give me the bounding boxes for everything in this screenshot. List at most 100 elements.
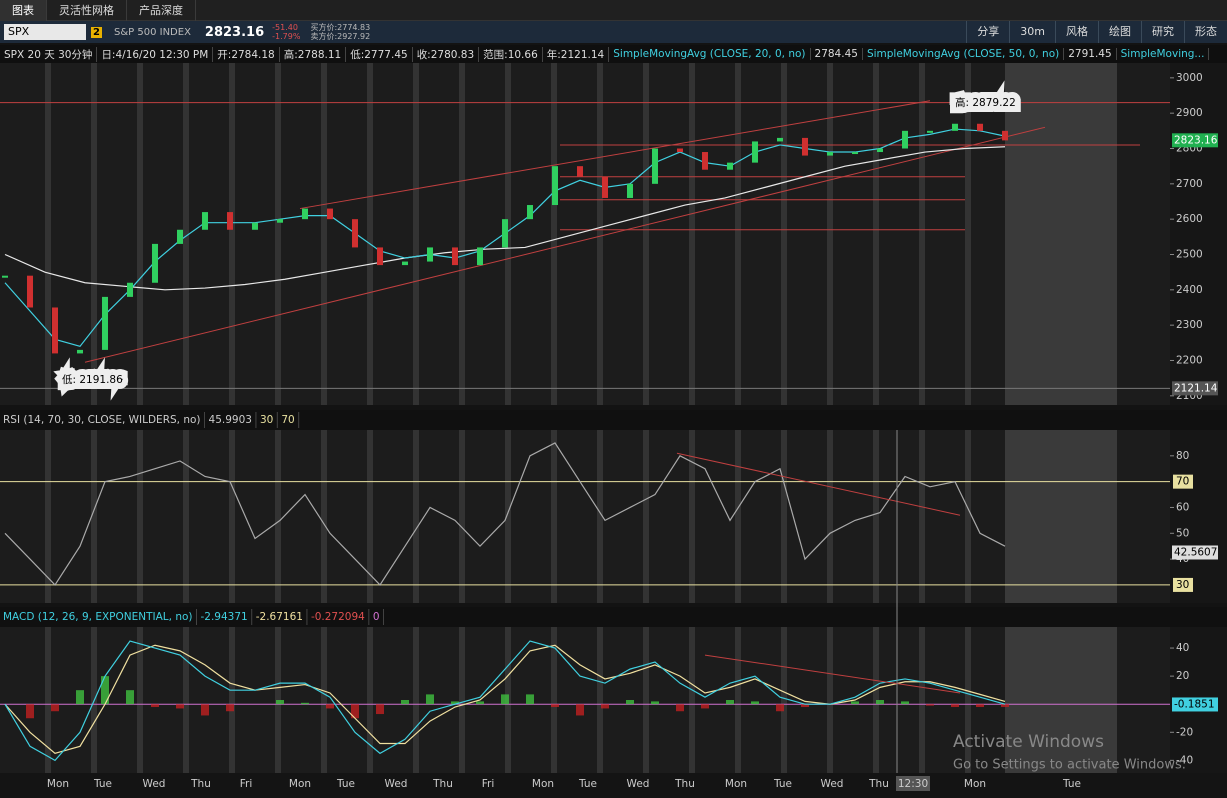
toolbar-button[interactable]: 30m: [1009, 21, 1055, 43]
time-label: Wed: [627, 778, 650, 790]
candle: [802, 137, 808, 156]
info-item: SPX 20 天 30分钟: [0, 46, 98, 62]
tab[interactable]: 灵活性网格: [47, 0, 127, 21]
histogram-bar: [351, 704, 359, 719]
histogram-bar: [876, 700, 884, 705]
candle: [277, 219, 283, 223]
symbol-input[interactable]: SPX: [4, 24, 86, 40]
time-label: Tue: [578, 778, 597, 790]
toolbar-buttons: 分享 30m 风格 绘图 研究 形态: [966, 21, 1227, 43]
bid: 买方价:2774.83: [310, 23, 371, 32]
time-label: Thu: [868, 778, 889, 790]
histogram-bar: [926, 704, 934, 706]
info-item: 开:2784.18: [213, 46, 280, 62]
histogram-bar: [326, 704, 334, 709]
histogram-bar: [76, 690, 84, 705]
candle: [777, 137, 783, 142]
tab[interactable]: 图表: [0, 0, 47, 21]
low-label: 低: 2191.86: [62, 373, 123, 386]
toolbar: SPX 2 S&P 500 INDEX 2823.16 -51.40 -1.79%…: [0, 21, 1227, 43]
y-tick-label: 2700: [1176, 178, 1203, 190]
histogram-bar: [651, 701, 659, 705]
candle: [377, 247, 383, 266]
candle: [102, 296, 108, 350]
trend-line: [704, 654, 961, 694]
candle: [627, 183, 633, 198]
candle: [477, 247, 483, 266]
signal-line: [4, 644, 1006, 755]
session-stripe: [45, 63, 51, 405]
candle: [852, 152, 858, 155]
session-stripe: [689, 627, 695, 773]
y-tick-label: 2400: [1176, 284, 1203, 296]
watermark-title: Activate Windows: [953, 732, 1104, 752]
candle: [977, 123, 983, 131]
pane-bg: [0, 430, 1170, 603]
toolbar-button[interactable]: 绘图: [1098, 21, 1141, 43]
session-stripe: [735, 430, 741, 603]
histogram-bar: [51, 704, 59, 712]
info-item: 高:2788.11: [280, 46, 347, 62]
session-stripe: [321, 430, 327, 603]
info-item: 2784.45: [811, 48, 863, 60]
time-cursor-badge: [896, 776, 930, 791]
time-label: Tue: [773, 778, 792, 790]
candle: [927, 130, 933, 133]
y-tick-label: 2200: [1176, 354, 1203, 366]
toolbar-button[interactable]: 研究: [1141, 21, 1184, 43]
session-stripe: [597, 63, 603, 405]
session-stripe: [275, 430, 281, 603]
info-item: 低:2777.45: [346, 46, 413, 62]
session-stripe: [873, 430, 879, 603]
badge-label: 2823.16: [1174, 134, 1218, 146]
session-stripe: [643, 430, 649, 603]
histogram-bar: [576, 704, 584, 716]
candle: [577, 166, 583, 177]
time-label: Wed: [385, 778, 408, 790]
candle: [27, 275, 33, 308]
toolbar-button[interactable]: 分享: [966, 21, 1009, 43]
time-axis-bg: [0, 773, 1227, 798]
histogram-bar: [601, 704, 609, 709]
time-label: Fri: [482, 778, 495, 790]
session-stripe: [229, 627, 235, 773]
toolbar-button[interactable]: 风格: [1055, 21, 1098, 43]
rsi-line: [4, 442, 1006, 586]
y-tick-label: 2900: [1176, 107, 1203, 119]
time-label: Thu: [674, 778, 695, 790]
candle: [77, 349, 83, 354]
time-label: Mon: [725, 778, 747, 790]
trend-line: [84, 126, 1046, 363]
y-tick-label: 2500: [1176, 248, 1203, 260]
session-stripe: [91, 430, 97, 603]
tab-bar: 图表 灵活性网格 产品深度: [0, 0, 1227, 21]
session-stripe: [183, 63, 189, 405]
trend-line: [299, 100, 931, 210]
candle: [552, 166, 558, 206]
histogram-bar: [1001, 704, 1009, 708]
session-stripe: [919, 627, 925, 773]
session-stripe: [551, 63, 557, 405]
histogram-bar: [901, 701, 909, 705]
session-stripe: [643, 627, 649, 773]
tab[interactable]: 产品深度: [127, 0, 196, 21]
axis-bg: [1170, 430, 1227, 603]
ask: 卖方价:2927.92: [310, 32, 371, 41]
time-label: Wed: [821, 778, 844, 790]
trend-line: [676, 452, 961, 516]
candle: [902, 130, 908, 149]
info-item: SimpleMoving...: [1117, 48, 1210, 60]
candle: [727, 162, 733, 170]
link-badge[interactable]: 2: [91, 26, 102, 38]
candle: [527, 205, 533, 220]
histogram-bar: [426, 694, 434, 705]
candle: [227, 212, 233, 230]
badge-label: 2121.14: [1174, 382, 1218, 394]
toolbar-button[interactable]: 形态: [1184, 21, 1227, 43]
session-stripe: [183, 430, 189, 603]
candle: [2, 275, 8, 278]
y-tick-label: 3000: [1176, 72, 1203, 84]
y-tick-label: -20: [1176, 726, 1193, 738]
